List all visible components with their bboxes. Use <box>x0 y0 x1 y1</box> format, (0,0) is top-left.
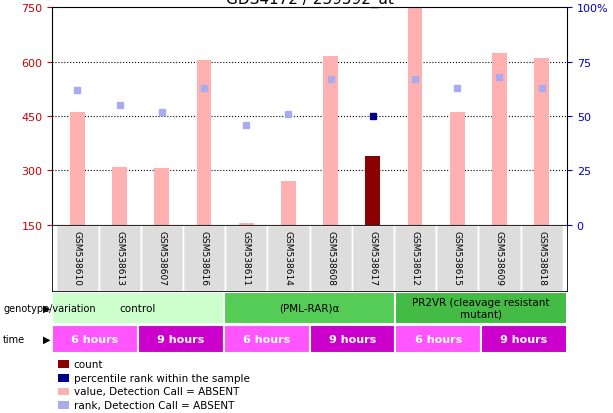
Bar <box>408 8 422 225</box>
Bar <box>183 225 225 291</box>
Bar <box>323 57 338 225</box>
Bar <box>138 325 224 353</box>
Bar <box>112 167 127 225</box>
Text: ▶: ▶ <box>43 303 50 313</box>
Bar <box>492 53 507 225</box>
Text: time: time <box>3 334 25 344</box>
Text: 9 hours: 9 hours <box>329 334 376 344</box>
Text: GSM538607: GSM538607 <box>158 230 166 285</box>
Text: value, Detection Call = ABSENT: value, Detection Call = ABSENT <box>74 387 239 396</box>
Bar <box>52 292 224 324</box>
Text: 9 hours: 9 hours <box>157 334 205 344</box>
Text: GSM538611: GSM538611 <box>242 230 251 285</box>
Bar <box>365 157 380 225</box>
Bar <box>224 292 395 324</box>
Text: control: control <box>120 303 156 313</box>
Bar <box>52 325 138 353</box>
Bar <box>450 113 465 225</box>
Bar <box>481 325 567 353</box>
Bar <box>395 292 567 324</box>
Bar <box>310 225 352 291</box>
Text: (PML-RAR)α: (PML-RAR)α <box>280 303 340 313</box>
Bar <box>310 325 395 353</box>
Bar <box>281 182 296 225</box>
Text: GSM538618: GSM538618 <box>537 230 546 285</box>
Text: percentile rank within the sample: percentile rank within the sample <box>74 373 249 383</box>
Text: rank, Detection Call = ABSENT: rank, Detection Call = ABSENT <box>74 400 234 410</box>
Bar <box>436 225 478 291</box>
Text: GSM538610: GSM538610 <box>73 230 82 285</box>
Bar <box>478 225 520 291</box>
Text: 9 hours: 9 hours <box>500 334 548 344</box>
Text: genotype/variation: genotype/variation <box>3 303 96 313</box>
Bar <box>197 61 211 225</box>
Bar <box>154 169 169 225</box>
Bar <box>352 225 394 291</box>
Text: GSM538616: GSM538616 <box>200 230 208 285</box>
Bar <box>56 225 99 291</box>
Bar <box>239 223 254 225</box>
Text: GSM538609: GSM538609 <box>495 230 504 285</box>
Bar <box>395 325 481 353</box>
Bar <box>267 225 310 291</box>
Text: GSM538615: GSM538615 <box>453 230 462 285</box>
Bar <box>70 113 85 225</box>
Text: GSM538608: GSM538608 <box>326 230 335 285</box>
Text: PR2VR (cleavage resistant
mutant): PR2VR (cleavage resistant mutant) <box>413 297 550 319</box>
Bar <box>394 225 436 291</box>
Bar <box>99 225 141 291</box>
Text: GSM538612: GSM538612 <box>411 230 419 285</box>
Text: 6 hours: 6 hours <box>414 334 462 344</box>
Text: GSM538613: GSM538613 <box>115 230 124 285</box>
Text: count: count <box>74 359 103 369</box>
Text: ▶: ▶ <box>43 334 50 344</box>
Bar <box>141 225 183 291</box>
Text: GSM538614: GSM538614 <box>284 230 293 285</box>
Bar <box>224 325 310 353</box>
Bar <box>225 225 267 291</box>
Text: 6 hours: 6 hours <box>71 334 119 344</box>
Bar <box>535 59 549 225</box>
Text: GSM538617: GSM538617 <box>368 230 378 285</box>
Title: GDS4172 / 239592_at: GDS4172 / 239592_at <box>226 0 394 8</box>
Text: 6 hours: 6 hours <box>243 334 291 344</box>
Bar <box>520 225 563 291</box>
